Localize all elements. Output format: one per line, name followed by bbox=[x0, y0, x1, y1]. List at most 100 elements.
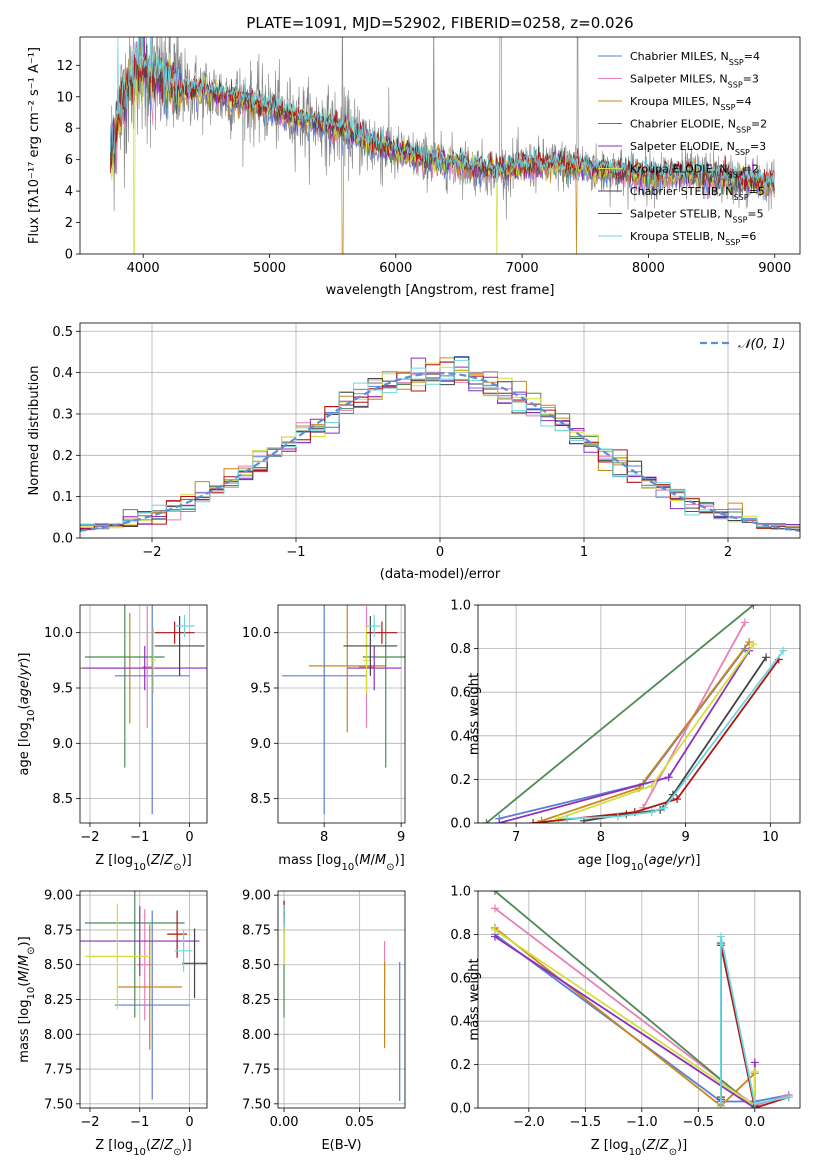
spectrum-panel: 4000 5000 6000 7000 8000 9000 0 2 4 6 8 10 12 wavelen… bbox=[27, 36, 801, 298]
weight-series-marker bbox=[554, 814, 563, 823]
weight-series-marker bbox=[749, 605, 758, 609]
y-tick-label: 0.0 bbox=[52, 532, 73, 547]
weight-series-marker bbox=[664, 773, 673, 782]
x-axis-label: Z [log10(Z/Z⊙)] bbox=[95, 853, 192, 873]
x-axis-label: E(B-V) bbox=[321, 1138, 361, 1153]
residuals-panel: −2 −1 0 1 2 0.0 0.1 0.2 0.3 0.4 0.5 𝒩(0, 1) (data-mo… bbox=[27, 322, 801, 582]
weight-series-marker bbox=[745, 638, 754, 647]
legend-label: Salpeter ELODIE, NSSP=3 bbox=[630, 140, 766, 157]
weight-vs-metallicity-panel: −2.0 −1.5 −1.0 −0.5 0.0 0.0 0.2 0.4 0.6 0.8 1.0 Z [… bbox=[450, 885, 801, 1158]
weight-series-marker bbox=[490, 926, 499, 935]
legend-label: 𝒩(0, 1) bbox=[738, 337, 785, 352]
weight-series-marker bbox=[750, 1067, 759, 1076]
y-tick-label: 10.0 bbox=[44, 626, 73, 641]
y-tick-label: 9.00 bbox=[44, 889, 73, 904]
x-axis-label: Z [log10(Z/Z⊙)] bbox=[95, 1138, 192, 1158]
age-vs-metallicity-panel: −2 −1 0 8.5 9.0 9.5 10.0 Z [log10(Z/Z⊙)] age [lo… bbox=[17, 604, 208, 873]
y-tick-label: 8.25 bbox=[44, 993, 73, 1008]
legend-label: Chabrier ELODIE, NSSP=2 bbox=[630, 118, 767, 135]
y-axis-label: mass weight bbox=[467, 958, 482, 1040]
axes-frame bbox=[79, 36, 801, 255]
x-tick-label: 5000 bbox=[253, 261, 286, 276]
y-tick-label: 10 bbox=[56, 90, 73, 105]
weight-series-marker bbox=[750, 1099, 759, 1108]
x-tick-label: 9000 bbox=[758, 261, 791, 276]
plot-area bbox=[80, 605, 207, 815]
y-tick-label: 0.5 bbox=[52, 325, 73, 340]
legend-label: Chabrier STELIB, NSSP=5 bbox=[630, 185, 765, 202]
mass-vs-ebv-panel: 0.00 0.05 7.50 7.75 8.00 8.25 8.50 8.75 9.00 E(B-… bbox=[242, 889, 406, 1153]
y-tick-label: 9.00 bbox=[242, 889, 271, 904]
residual-histogram-line bbox=[80, 359, 800, 528]
plot-area bbox=[109, 37, 775, 254]
x-tick-label: −2 bbox=[142, 545, 161, 560]
weight-series-marker bbox=[482, 819, 491, 823]
legend-label: Salpeter STELIB, NSSP=5 bbox=[630, 208, 764, 225]
y-tick-label: 0.4 bbox=[450, 1015, 471, 1030]
y-tick-label: 0.2 bbox=[450, 773, 471, 788]
axes-frame bbox=[277, 890, 406, 1109]
y-tick-label: 7.75 bbox=[242, 1063, 271, 1078]
legend-label: Salpeter MILES, NSSP=3 bbox=[630, 73, 759, 90]
legend-label: Kroupa MILES, NSSP=4 bbox=[630, 95, 752, 112]
x-axis-label: age [log10(age/yr)] bbox=[578, 853, 701, 873]
y-tick-label: 10.0 bbox=[242, 626, 271, 641]
y-tick-label: 8.5 bbox=[250, 792, 271, 807]
plot-area bbox=[80, 891, 207, 1100]
y-tick-label: 9.5 bbox=[250, 681, 271, 696]
weight-series-marker bbox=[495, 819, 504, 823]
y-axis-label: Flux [fλ10⁻¹⁷ erg cm⁻² s⁻¹ A⁻¹] bbox=[27, 47, 42, 244]
y-tick-label: 6 bbox=[65, 153, 73, 168]
x-tick-label: −2 bbox=[80, 1115, 99, 1130]
y-tick-label: 9.5 bbox=[52, 681, 73, 696]
x-tick-label: 8000 bbox=[632, 261, 665, 276]
y-tick-label: 0.8 bbox=[450, 642, 471, 657]
y-tick-label: 0 bbox=[65, 248, 73, 263]
y-tick-label: 1.0 bbox=[450, 599, 471, 614]
y-tick-label: 0.6 bbox=[450, 686, 471, 701]
weight-series-marker bbox=[562, 814, 571, 823]
y-tick-label: 8.50 bbox=[242, 958, 271, 973]
x-tick-label: −1.0 bbox=[626, 1115, 658, 1130]
y-tick-label: 0.4 bbox=[450, 729, 471, 744]
axes-frame bbox=[477, 604, 801, 824]
legend-label: Kroupa ELODIE, NSSP=2 bbox=[630, 163, 759, 180]
plot-area bbox=[80, 356, 800, 532]
weight-series-marker bbox=[660, 803, 669, 812]
axes-frame bbox=[477, 890, 801, 1109]
x-tick-label: −1 bbox=[286, 545, 305, 560]
y-axis-label: age [log10(age/yr)] bbox=[17, 653, 37, 776]
y-tick-label: 4 bbox=[65, 185, 73, 200]
weight-series-marker bbox=[784, 1093, 793, 1102]
y-tick-label: 0.0 bbox=[450, 817, 471, 832]
y-tick-label: 8.50 bbox=[44, 958, 73, 973]
axes-frame bbox=[79, 604, 208, 824]
weight-series-marker bbox=[537, 816, 546, 823]
plot-area bbox=[482, 605, 788, 823]
x-tick-label: 4000 bbox=[127, 261, 160, 276]
x-tick-label: 7000 bbox=[506, 261, 539, 276]
x-axis-label: Z [log10(Z/Z⊙)] bbox=[591, 1138, 688, 1158]
y-tick-label: 9.0 bbox=[52, 737, 73, 752]
weight-series-marker bbox=[490, 891, 499, 895]
x-tick-label: −0.5 bbox=[683, 1115, 715, 1130]
weight-series-line bbox=[720, 936, 789, 1105]
weight-series-marker bbox=[673, 795, 682, 804]
x-tick-label: 8 bbox=[320, 830, 328, 845]
x-tick-label: 10 bbox=[762, 830, 779, 845]
spectrum-title: PLATE=1091, MJD=52902, FIBERID=0258, z=0… bbox=[246, 14, 633, 32]
x-tick-label: −2.0 bbox=[513, 1115, 545, 1130]
weight-series-marker bbox=[529, 819, 538, 823]
residual-histogram-line bbox=[80, 361, 800, 530]
weight-series-marker bbox=[762, 653, 771, 662]
weight-series-marker bbox=[750, 1058, 759, 1067]
weight-vs-age-panel: 7 8 9 10 0.0 0.2 0.4 0.6 0.8 1.0 age [log10(age/yr… bbox=[450, 599, 801, 873]
y-tick-label: 8.25 bbox=[242, 993, 271, 1008]
x-axis-label: mass [log10(M/M⊙)] bbox=[278, 853, 404, 873]
x-tick-label: 0.0 bbox=[744, 1115, 765, 1130]
x-tick-label: 9 bbox=[681, 830, 689, 845]
gaussian-reference-curve bbox=[80, 371, 800, 532]
model-spectrum-line bbox=[109, 37, 775, 191]
x-tick-label: 9 bbox=[397, 830, 405, 845]
x-tick-label: 0.00 bbox=[270, 1115, 299, 1130]
